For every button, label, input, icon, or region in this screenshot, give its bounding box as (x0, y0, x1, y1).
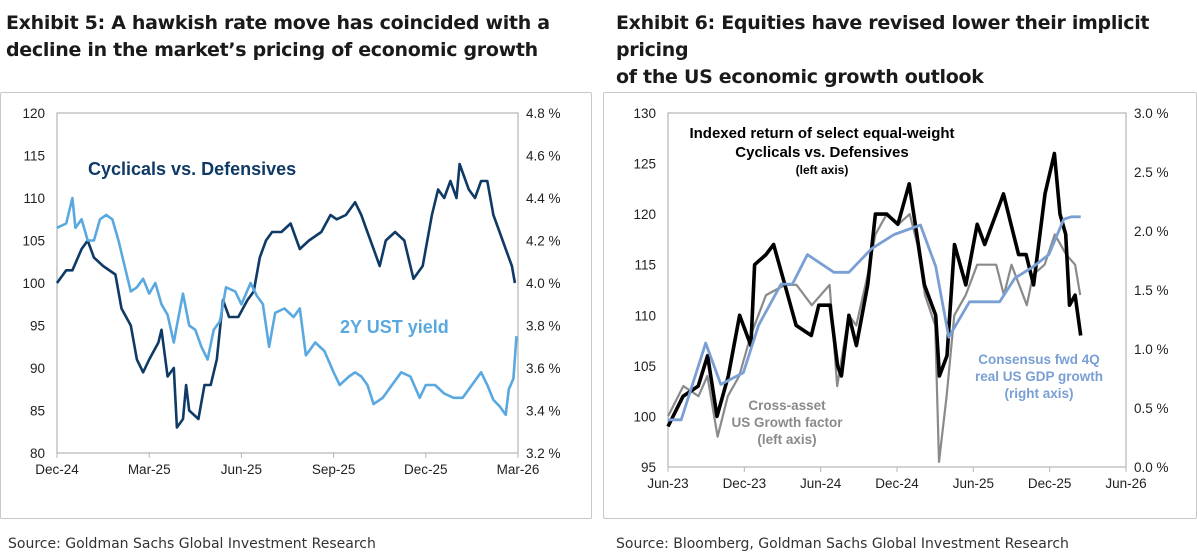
y-left-tick-label: 115 (23, 149, 45, 164)
y-right-tick-label: 4.2 % (526, 234, 561, 249)
y-left-tick-label: 110 (23, 191, 45, 206)
y-right-tick-label: 1.5 % (1134, 283, 1169, 298)
y-right-tick-label: 3.0 % (1134, 106, 1169, 121)
y-left-tick-label: 110 (634, 308, 656, 323)
x-tick-label: Jun-26 (1105, 476, 1146, 491)
x-tick-label: Jun-24 (800, 476, 842, 491)
y-left-tick-label: 105 (633, 359, 656, 374)
y-right-tick-label: 1.0 % (1134, 342, 1169, 357)
cyclicals-label: Cyclicals vs. Defensives (88, 159, 296, 179)
y-right-tick-label: 4.0 % (526, 276, 561, 291)
y-right-tick-label: 4.4 % (526, 191, 561, 206)
exhibit5-source: Source: Goldman Sachs Global Investment … (8, 536, 376, 552)
annotation-line: Indexed return of select equal-weight (689, 125, 954, 142)
y-right-tick-label: 0.0 % (1134, 460, 1169, 475)
x-tick-label: Dec-23 (723, 476, 767, 491)
annotation-line: Cross-asset (748, 398, 826, 413)
y-left-tick-label: 120 (22, 106, 45, 121)
x-tick-label: Dec-24 (35, 462, 79, 477)
cyclicals-annotation: Indexed return of select equal-weight Cy… (689, 125, 954, 177)
exhibit6-title-line: Exhibit 6: Equities have revised lower t… (616, 12, 1150, 61)
x-tick-label: Jun-23 (647, 476, 688, 491)
y-left-tick-label: 130 (633, 106, 656, 121)
plot-frame (667, 112, 1127, 468)
exhibit5-title-line: decline in the market’s pricing of econo… (6, 39, 538, 61)
y-left-tick-label: 80 (30, 446, 45, 461)
y-left-tick-label: 115 (634, 258, 656, 273)
series-line-2y-ust-yield (56, 196, 518, 417)
y-left-tick-label: 100 (633, 409, 656, 424)
x-tick-label: Jun-25 (953, 476, 994, 491)
exhibit5-panel (0, 92, 592, 519)
y-right-tick-label: 2.5 % (1134, 165, 1169, 180)
annotation-line: Consensus fwd 4Q (978, 352, 1100, 367)
y-left-tick-label: 105 (22, 234, 45, 249)
annotation-line: (left axis) (796, 163, 849, 177)
series-line-cyclicals-vs-defensives (55, 162, 517, 429)
series-line-indexed-return-of-select-equal-weight-cyclicals-vs-defensives (666, 151, 1083, 428)
annotation-line: US Growth factor (731, 415, 843, 430)
y-left-tick-label: 85 (30, 404, 45, 419)
annotation-line: real US GDP growth (975, 369, 1103, 384)
y-right-tick-label: 3.8 % (526, 319, 561, 334)
y-left-tick-label: 95 (30, 319, 45, 334)
exhibit6-source: Source: Bloomberg, Goldman Sachs Global … (616, 536, 1069, 552)
yield-label: 2Y UST yield (340, 317, 449, 337)
gdp-annotation: Consensus fwd 4Q real US GDP growth (rig… (975, 352, 1103, 401)
annotation-line: Cyclicals vs. Defensives (735, 144, 908, 161)
annotation-line: (left axis) (757, 432, 816, 447)
x-tick-label: Dec-24 (875, 476, 919, 491)
y-left-tick-label: 120 (633, 207, 656, 222)
series-line-consensus-fwd-4q-real-us-gdp-growth (668, 215, 1081, 422)
exhibit6-title: Exhibit 6: Equities have revised lower t… (616, 10, 1197, 91)
x-tick-label: Mar-26 (497, 462, 540, 477)
y-left-tick-label: 95 (641, 460, 656, 475)
y-right-tick-label: 3.2 % (526, 446, 561, 461)
exhibit5-title-line: Exhibit 5: A hawkish rate move has coinc… (6, 12, 550, 34)
y-right-tick-label: 3.6 % (526, 361, 561, 376)
y-left-tick-label: 90 (30, 361, 45, 376)
y-right-tick-label: 3.4 % (526, 404, 561, 419)
x-tick-label: Mar-25 (128, 462, 171, 477)
y-right-tick-label: 2.0 % (1134, 224, 1169, 239)
x-tick-label: Jun-25 (221, 462, 262, 477)
growth-factor-annotation: Cross-asset US Growth factor (left axis) (731, 398, 843, 447)
x-tick-label: Dec-25 (1028, 476, 1072, 491)
y-right-tick-label: 4.6 % (526, 149, 561, 164)
exhibit5-title: Exhibit 5: A hawkish rate move has coinc… (6, 10, 550, 64)
y-right-tick-label: 0.5 % (1134, 401, 1169, 416)
x-tick-label: Sep-25 (312, 462, 356, 477)
y-left-tick-label: 125 (633, 157, 656, 172)
exhibit6-title-line: of the US economic growth outlook (616, 66, 984, 88)
y-right-tick-label: 4.8 % (526, 106, 561, 121)
y-left-tick-label: 100 (22, 276, 45, 291)
annotation-line: (right axis) (1004, 386, 1073, 401)
x-tick-label: Dec-25 (404, 462, 448, 477)
